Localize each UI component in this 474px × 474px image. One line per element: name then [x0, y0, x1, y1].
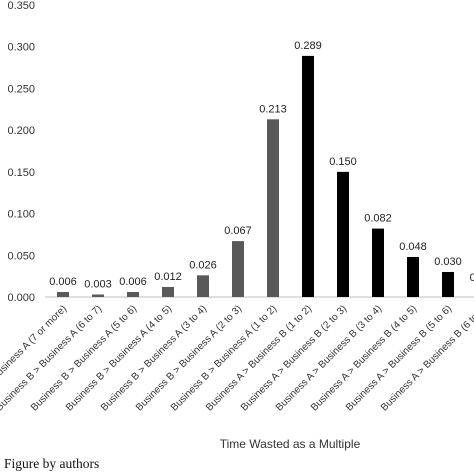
- bars-group: [57, 55, 454, 297]
- y-tick-label: 0.000: [7, 292, 35, 304]
- bar: [267, 119, 279, 297]
- y-tick-label: 0.200: [7, 125, 35, 137]
- y-tick-label: 0.300: [7, 42, 35, 54]
- data-label: 0.082: [364, 213, 392, 225]
- bar: [407, 256, 419, 297]
- y-tick-label: 0.150: [7, 167, 35, 179]
- data-label: 0.213: [259, 103, 287, 115]
- data-label: 0.289: [294, 40, 322, 52]
- y-tick-label: 0.050: [7, 250, 35, 262]
- bar: [162, 286, 174, 297]
- y-tick-label: 0.250: [7, 83, 35, 95]
- data-label: 0.030: [434, 256, 462, 268]
- bar: [92, 294, 104, 297]
- data-label: 0.011: [470, 272, 474, 284]
- data-label: 0.012: [154, 271, 182, 283]
- data-label: 0.003: [84, 278, 112, 290]
- data-label: 0.026: [189, 259, 217, 271]
- bar: [232, 241, 244, 297]
- figure-caption: Figure by authors: [4, 456, 100, 471]
- data-label: 0.006: [49, 276, 77, 288]
- bar: [442, 271, 454, 297]
- bar: [302, 55, 314, 297]
- bar: [197, 275, 209, 297]
- y-tick-label: 0.350: [7, 0, 35, 12]
- data-label: 0.006: [119, 276, 147, 288]
- y-tick-label: 0.100: [7, 209, 35, 221]
- bar: [372, 228, 384, 297]
- x-axis-title: Time Wasted as a Multiple: [220, 437, 361, 451]
- bar: [127, 291, 139, 297]
- category-labels-group: Business B > Business A (7 or more)Busin…: [0, 303, 474, 426]
- data-label: 0.048: [399, 241, 427, 253]
- data-labels-group: 0.006 0.003 0.006 0.012 0.026 0.067 0.213 0.289…: [49, 40, 474, 291]
- data-label: 0.067: [224, 225, 252, 237]
- y-axis: 0.000 0.050 0.100 0.150 0.200 0.250 0.300 0.350: [7, 0, 35, 304]
- bar: [337, 171, 349, 297]
- data-label: 0.150: [329, 156, 357, 168]
- bar: [57, 291, 69, 297]
